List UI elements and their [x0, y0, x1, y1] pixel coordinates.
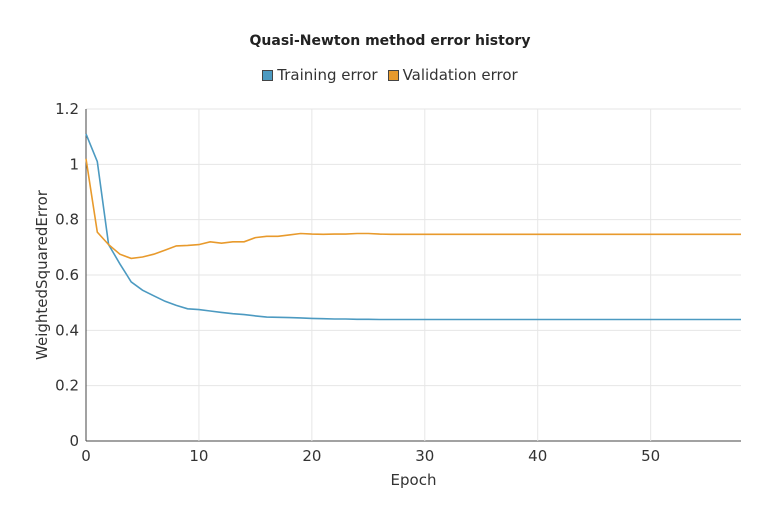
legend-swatch-training	[262, 69, 274, 81]
y-tick-label: 0.6	[55, 266, 79, 284]
y-tick-label: 1.2	[55, 100, 79, 118]
y-axis-label: WeightedSquaredError	[33, 189, 51, 360]
y-tick-label: 1	[69, 155, 79, 173]
series-line-validation	[85, 158, 741, 260]
x-tick-label: 50	[641, 447, 660, 465]
legend: Training error Validation error	[0, 66, 780, 84]
series-line-training	[85, 133, 741, 321]
x-tick-label: 10	[189, 447, 208, 465]
chart-title: Quasi-Newton method error history	[249, 33, 531, 49]
legend-item-training[interactable]: Training error	[262, 66, 378, 84]
legend-label-training: Training error	[277, 66, 378, 84]
x-axis-label: Epoch	[391, 471, 437, 489]
legend-item-validation[interactable]: Validation error	[387, 66, 518, 84]
legend-swatch-validation	[387, 69, 399, 81]
y-tick-label: 0	[69, 432, 79, 450]
x-tick-label: 40	[528, 447, 547, 465]
y-tick-label: 0.2	[55, 377, 79, 395]
x-tick-label: 30	[415, 447, 434, 465]
x-tick-label: 20	[302, 447, 321, 465]
y-tick-label: 0.4	[55, 321, 79, 339]
legend-label-validation: Validation error	[402, 66, 518, 84]
x-tick-label: 0	[81, 447, 91, 465]
y-tick-label: 0.8	[55, 211, 79, 229]
